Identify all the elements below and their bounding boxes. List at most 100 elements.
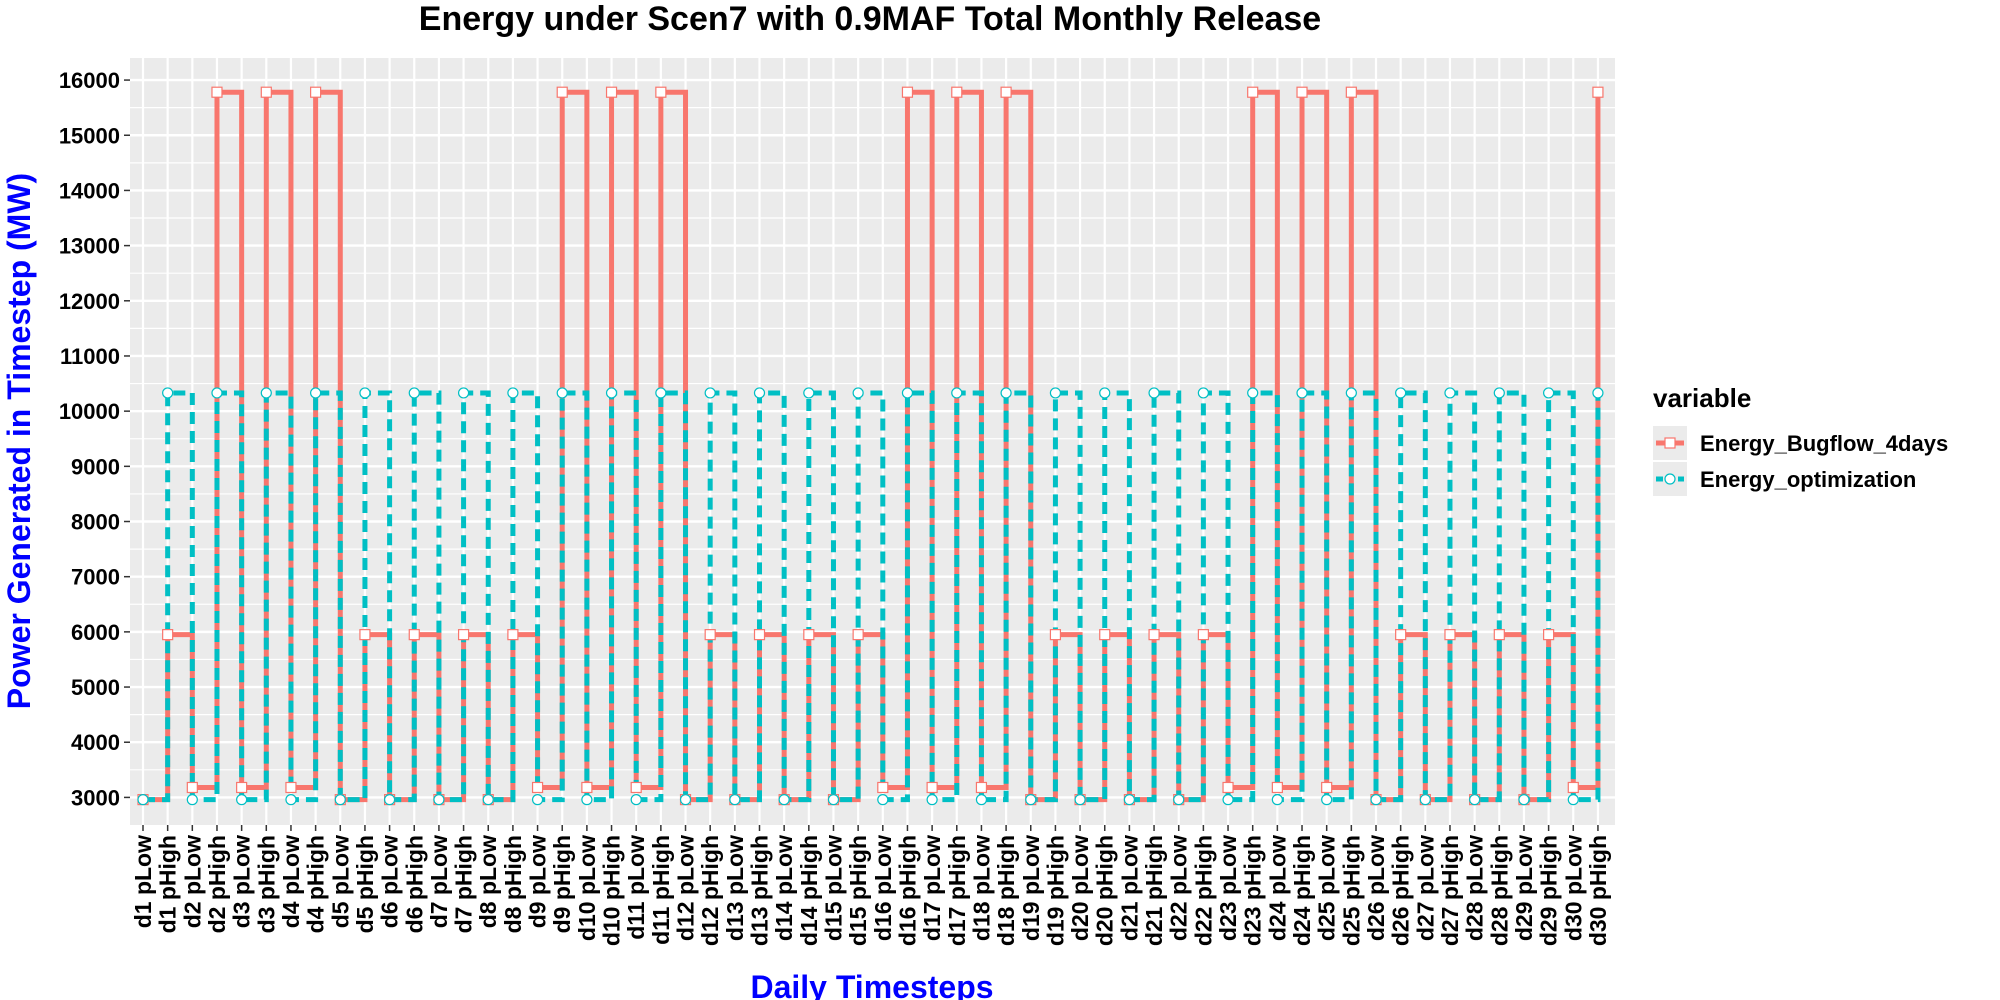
x-tick-label: d9 pHigh xyxy=(549,835,575,933)
y-tick-label: 12000 xyxy=(59,289,120,314)
legend-label: Energy_optimization xyxy=(1700,467,1916,492)
x-tick-label: d19 pLow xyxy=(1018,835,1044,941)
x-tick-label: d11 pLow xyxy=(623,835,649,940)
y-tick-label: 6000 xyxy=(71,620,120,645)
data-point xyxy=(1567,781,1579,794)
data-point xyxy=(1099,629,1111,641)
legend-items: Energy_Bugflow_4days Energy_optimization xyxy=(1653,426,1948,496)
data-point xyxy=(1247,86,1259,98)
data-point xyxy=(729,794,741,806)
y-tick-label: 7000 xyxy=(71,565,120,590)
y-tick-label: 14000 xyxy=(59,178,120,203)
data-point xyxy=(1197,387,1209,399)
data-point xyxy=(408,629,420,641)
y-tick-label: 4000 xyxy=(71,730,120,755)
x-tick-label: d7 pLow xyxy=(426,835,452,928)
y-tick-label: 5000 xyxy=(71,675,120,700)
x-tick-label: d5 pHigh xyxy=(352,835,378,933)
x-tick-label: d15 pHigh xyxy=(845,835,871,946)
data-point xyxy=(1049,387,1062,399)
x-tick-label: d22 pLow xyxy=(1166,835,1192,941)
data-point xyxy=(951,86,963,98)
data-point xyxy=(1444,629,1456,641)
data-point xyxy=(753,629,766,641)
legend: variable Energy_Bugflow_4days Energy_opti… xyxy=(1653,383,1948,496)
x-tick-label: d21 pLow xyxy=(1116,835,1142,941)
data-point xyxy=(655,387,667,399)
data-point xyxy=(359,387,371,399)
x-tick-label: d13 pHigh xyxy=(747,835,773,946)
data-point xyxy=(951,387,963,399)
data-point xyxy=(162,629,174,641)
data-point xyxy=(1419,794,1431,806)
data-point xyxy=(1123,794,1136,806)
data-point xyxy=(753,387,766,399)
y-tick-label: 15000 xyxy=(59,123,120,148)
data-point xyxy=(1296,86,1308,98)
x-tick-label: d11 pHigh xyxy=(648,835,674,945)
data-point xyxy=(137,794,149,806)
data-point xyxy=(778,794,790,806)
data-point xyxy=(581,781,593,794)
x-tick-label: d15 pLow xyxy=(820,835,846,941)
data-point xyxy=(1099,387,1111,399)
data-point xyxy=(901,387,914,399)
x-tick-label: d25 pHigh xyxy=(1338,835,1364,946)
data-point xyxy=(359,629,371,641)
x-tick-label: d6 pHigh xyxy=(401,835,427,933)
data-point xyxy=(162,387,174,399)
x-tick-label: d18 pHigh xyxy=(993,835,1019,946)
x-tick-label: d14 pLow xyxy=(771,835,797,941)
x-tick-label: d8 pHigh xyxy=(500,835,526,933)
y-axis-title: Power Generated in Timestep (MW) xyxy=(1,173,37,709)
y-tick-label: 13000 xyxy=(59,234,120,259)
data-point xyxy=(260,86,272,98)
data-point xyxy=(236,781,248,794)
x-tick-label: d4 pHigh xyxy=(303,835,329,933)
data-point xyxy=(1518,794,1530,806)
data-point xyxy=(704,387,716,399)
data-point xyxy=(1345,387,1357,399)
data-point xyxy=(1000,387,1012,399)
y-tick-label: 3000 xyxy=(71,785,120,810)
data-point xyxy=(605,86,618,98)
y-tick-label: 16000 xyxy=(59,68,120,93)
x-tick-label: d10 pLow xyxy=(574,835,600,941)
data-point xyxy=(1148,629,1160,641)
x-tick-label: d14 pHigh xyxy=(796,835,822,946)
x-tick-label: d12 pLow xyxy=(673,835,699,941)
data-point xyxy=(1395,629,1407,641)
data-point xyxy=(1000,86,1012,98)
x-tick-label: d24 pHigh xyxy=(1289,835,1315,946)
data-point xyxy=(1025,794,1037,806)
data-point xyxy=(1222,794,1234,806)
data-point xyxy=(285,794,297,806)
data-point xyxy=(1469,794,1481,806)
x-tick-label: d28 pLow xyxy=(1462,835,1488,941)
y-tick-label: 8000 xyxy=(71,510,120,535)
data-point xyxy=(827,794,840,806)
x-tick-label: d12 pHigh xyxy=(697,835,723,946)
data-point xyxy=(1222,781,1234,794)
data-point xyxy=(605,387,618,399)
data-point xyxy=(1296,387,1308,399)
data-point xyxy=(1543,387,1555,399)
legend-key-marker xyxy=(1664,437,1676,449)
x-tick-label: d26 pHigh xyxy=(1388,835,1414,946)
y-tick-label: 11000 xyxy=(60,344,120,369)
data-point xyxy=(803,387,815,399)
data-point xyxy=(260,387,272,399)
y-tick-label: 10000 xyxy=(59,399,120,424)
x-tick-label: d17 pHigh xyxy=(944,835,970,946)
series-markers xyxy=(137,86,1604,806)
data-point xyxy=(433,794,445,806)
x-tick-label: d16 pLow xyxy=(870,835,896,941)
data-point xyxy=(482,794,494,806)
x-tick-label: d2 pLow xyxy=(179,835,205,928)
data-point xyxy=(531,794,544,806)
chart-title: Energy under Scen7 with 0.9MAF Total Mon… xyxy=(419,0,1321,38)
data-point xyxy=(1321,794,1333,806)
data-point xyxy=(655,86,667,98)
data-point xyxy=(852,629,864,641)
